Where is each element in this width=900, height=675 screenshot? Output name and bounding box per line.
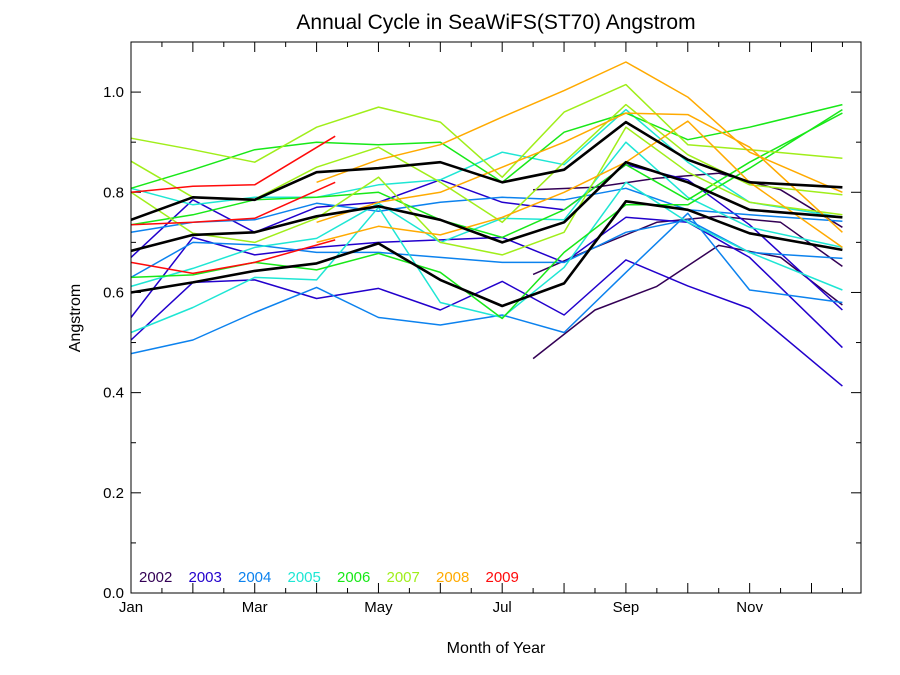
chart-title: Annual Cycle in SeaWiFS(ST70) Angstrom [296, 11, 695, 34]
series-line [130, 135, 336, 194]
y-tick-label: 0.6 [103, 284, 124, 301]
series-line [130, 212, 843, 355]
series-line [130, 83, 843, 178]
y-tick-label: 0.2 [103, 485, 124, 502]
axis-ticks [130, 41, 861, 594]
plot-frame [130, 41, 862, 594]
x-tick-label: Sep [613, 599, 640, 616]
x-axis-label: Month of Year [447, 640, 546, 657]
series-line [316, 120, 843, 249]
series-line [130, 239, 336, 275]
legend: 2002 2003 2004 2005 2006 2007 2008 2009 [139, 569, 519, 586]
x-tick-label: Mar [242, 599, 268, 616]
legend-entry: 2005 [288, 569, 321, 586]
legend-entry: 2003 [189, 569, 222, 586]
series-line [130, 259, 843, 387]
y-tick-label: 0.0 [103, 585, 124, 602]
series-lines [130, 61, 843, 387]
y-tick-label: 0.4 [103, 385, 124, 402]
y-tick-label: 1.0 [103, 84, 124, 101]
legend-entry: 2007 [387, 569, 420, 586]
series-line [130, 181, 336, 226]
x-tick-label: Jan [119, 599, 143, 616]
series-line [532, 244, 843, 360]
x-tick-label: Jul [493, 599, 512, 616]
legend-entry: 2008 [436, 569, 469, 586]
x-tick-labels: Jan Mar May Jul Sep Nov [119, 599, 764, 616]
legend-entry: 2002 [139, 569, 172, 586]
legend-entry: 2004 [238, 569, 271, 586]
series-line [316, 112, 843, 233]
legend-entry: 2006 [337, 569, 370, 586]
series-line [130, 103, 843, 190]
legend-entry: 2009 [486, 569, 519, 586]
y-axis-label: Angstrom [67, 284, 84, 352]
series-line [316, 61, 843, 193]
y-tick-label: 0.8 [103, 184, 124, 201]
series-line [130, 126, 843, 256]
y-tick-labels: 0.0 0.2 0.4 0.6 0.8 1.0 [103, 84, 124, 602]
x-tick-label: May [364, 599, 393, 616]
x-tick-label: Nov [736, 599, 763, 616]
series-line-mean [130, 120, 843, 222]
series-line [130, 187, 843, 234]
series-line [130, 181, 843, 334]
series-line [130, 112, 843, 239]
series-line-mean [130, 160, 843, 253]
series-line [533, 172, 843, 228]
series-line-mean [130, 200, 843, 308]
